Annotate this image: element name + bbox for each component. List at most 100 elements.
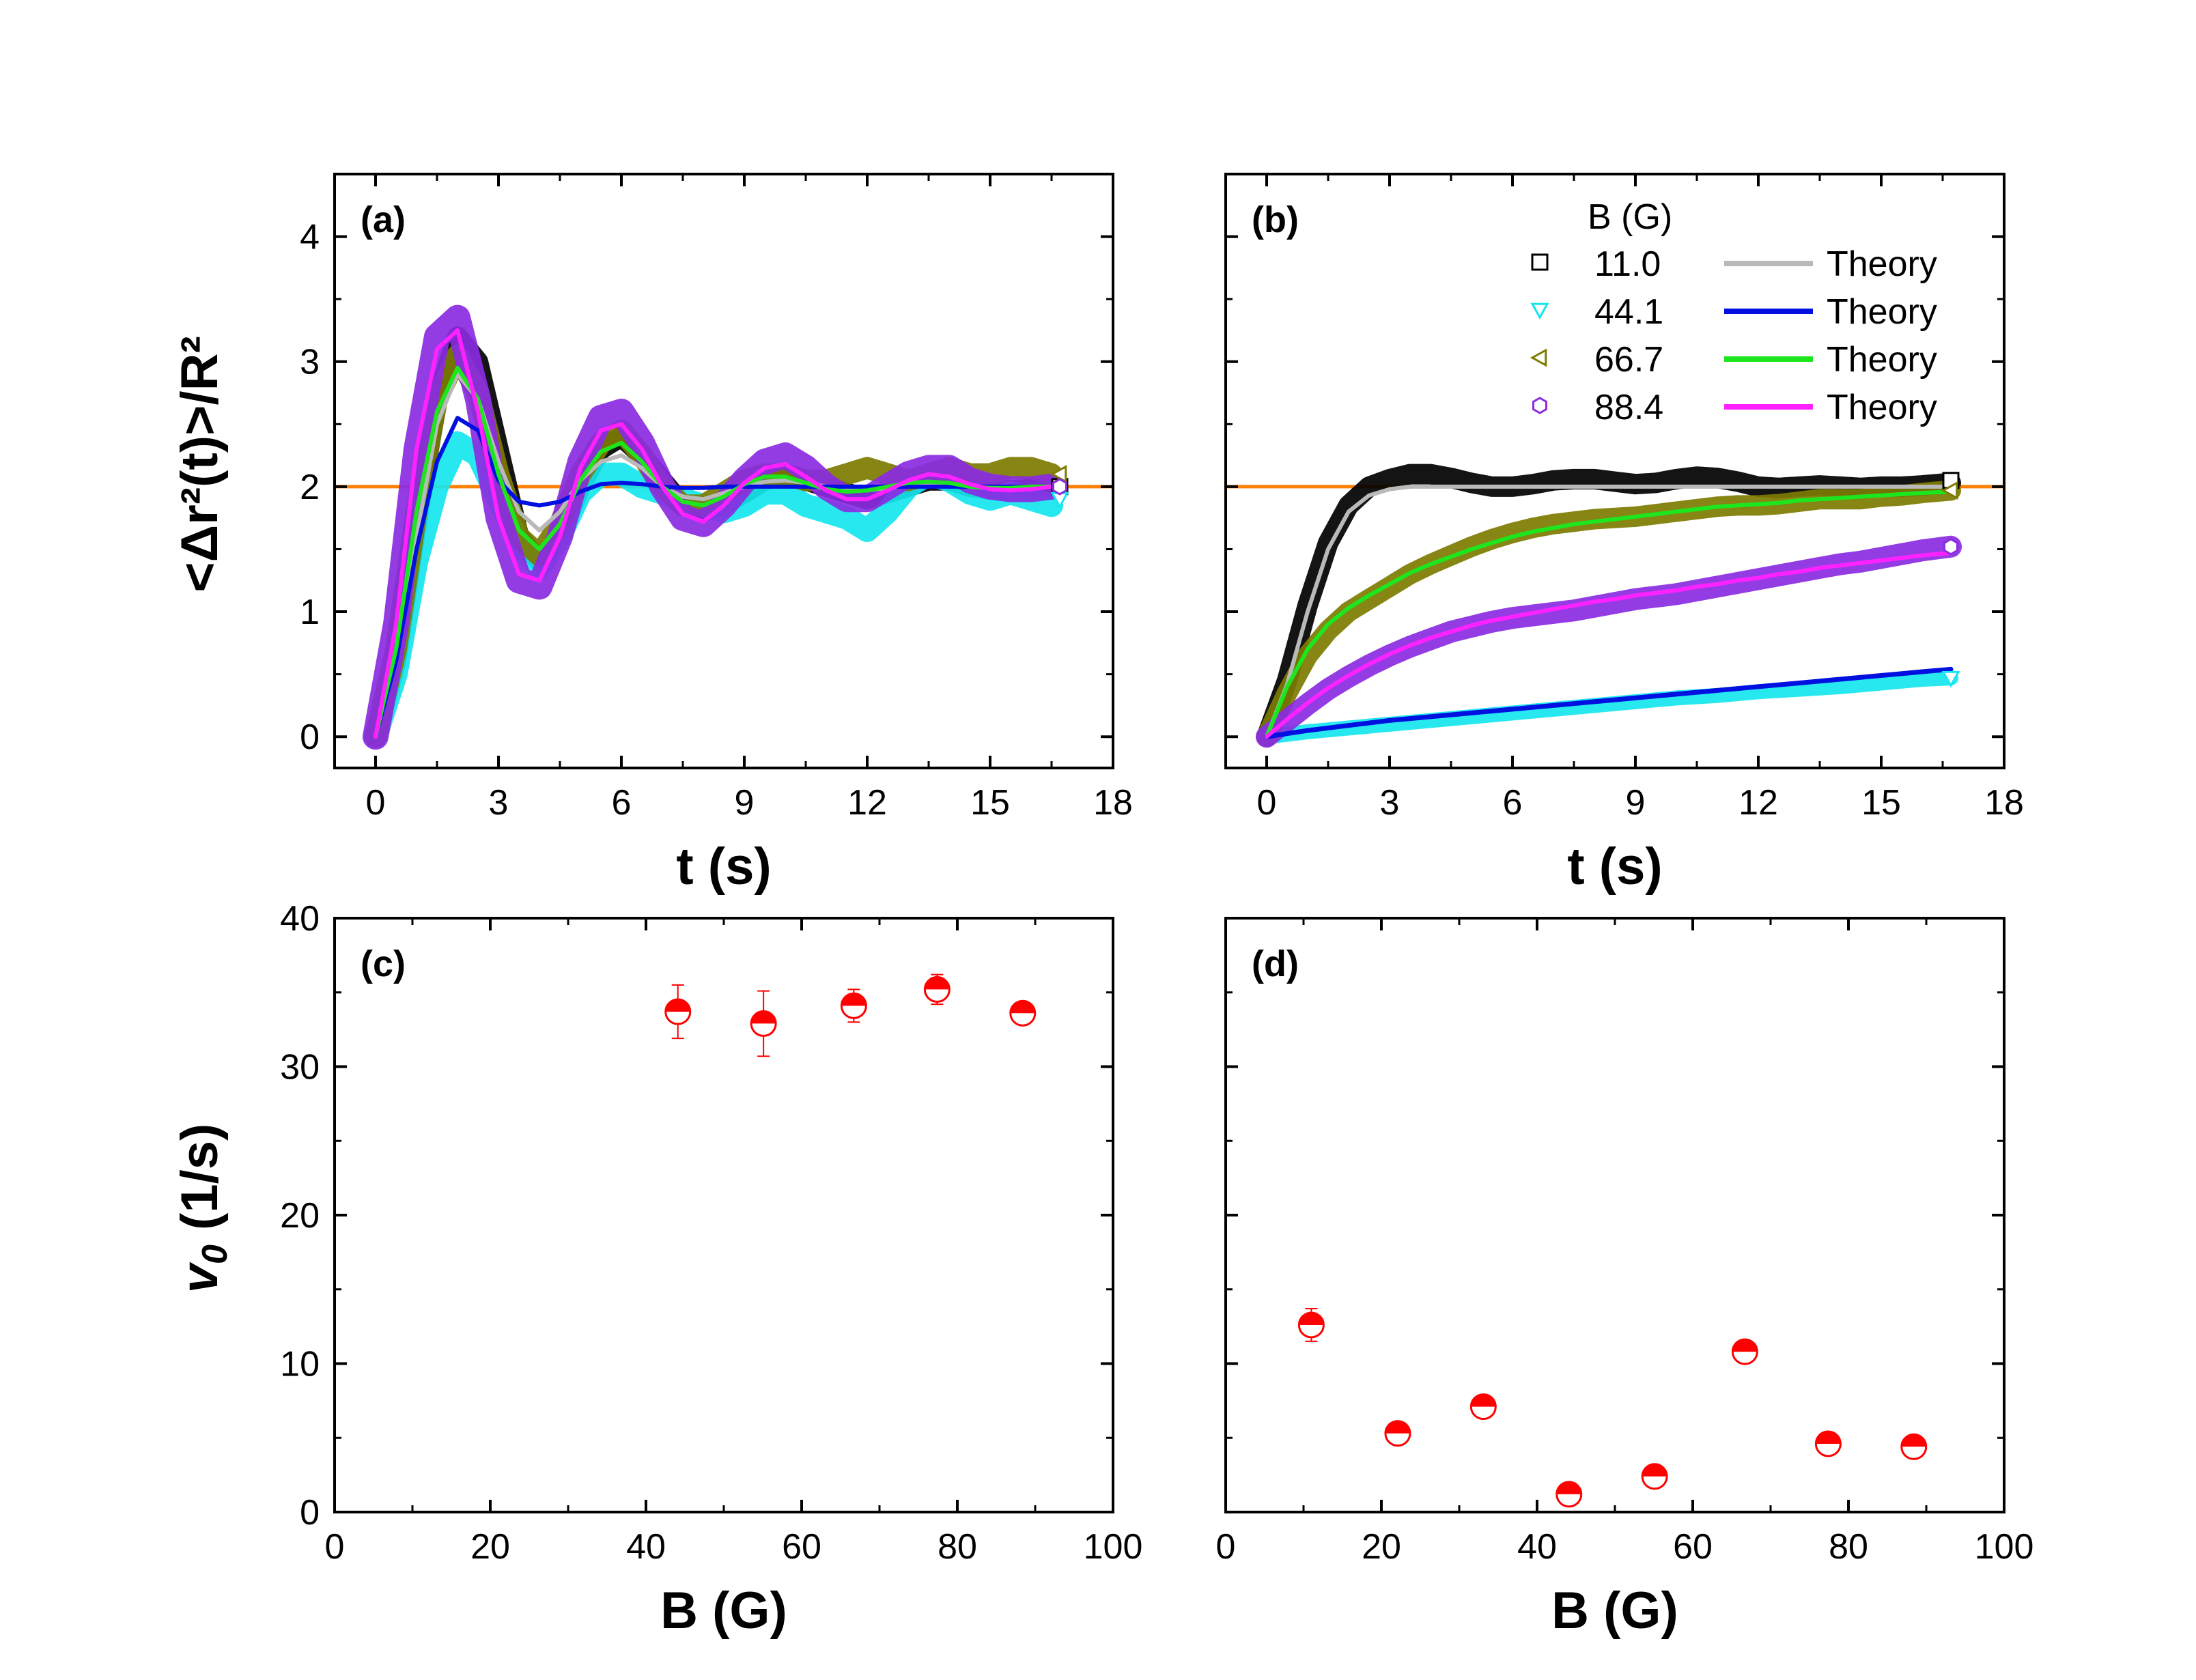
legend-label: Theory — [1827, 292, 1937, 332]
data-point — [1731, 1338, 1758, 1365]
plot-area — [335, 304, 1113, 750]
end-marker-triangle-left — [1941, 481, 1958, 500]
data-point — [1009, 999, 1037, 1027]
x-tick-label: 0 — [1216, 1527, 1236, 1567]
legend-entry: 11.0 Theory — [1531, 244, 1937, 284]
series-11-0-theory — [1265, 484, 1953, 739]
y-tick-label: 4 — [300, 218, 320, 257]
data-point — [1641, 1463, 1668, 1490]
point-marker-fill — [841, 993, 867, 1006]
panel-label: (d) — [1252, 943, 1299, 984]
legend-value: 88.4 — [1594, 388, 1663, 427]
legend-marker — [1532, 397, 1547, 414]
legend-value: 66.7 — [1594, 340, 1663, 380]
data-point — [1297, 1308, 1325, 1342]
bottom-y-axis-title-main: v — [171, 1262, 229, 1293]
x-tick-label: 18 — [1093, 783, 1133, 823]
data-point — [664, 984, 692, 1040]
data-point — [1900, 1433, 1928, 1460]
legend-title: B (G) — [1588, 197, 1672, 237]
top-y-axis-title: <Δr²(t)>/R² — [171, 336, 229, 593]
x-tick-label: 40 — [1517, 1527, 1557, 1567]
point-marker-fill — [1556, 1481, 1581, 1494]
legend-entry: 66.7 Theory — [1530, 340, 1937, 380]
y-tick-label: 0 — [300, 1493, 320, 1533]
x-tick-label: 100 — [1975, 1527, 2034, 1567]
legend-entry: 44.1 Theory — [1530, 292, 1937, 332]
data-point — [750, 990, 777, 1057]
y-tick-label: 10 — [280, 1345, 320, 1384]
plot-area — [1297, 1308, 1928, 1508]
end-marker-hexagon — [1943, 538, 1958, 556]
point-marker-fill — [1642, 1464, 1667, 1477]
x-tick-label: 12 — [847, 783, 887, 823]
x-axis-title: B (G) — [1551, 1582, 1678, 1640]
legend-label: Theory — [1827, 244, 1937, 284]
x-tick-label: 15 — [1861, 783, 1901, 823]
data-point — [1469, 1393, 1497, 1421]
panel-c: 0 20 40 60 80 100 0 10 20 30 40 (c) B (G) — [280, 899, 1142, 1640]
point-marker-fill — [1385, 1421, 1410, 1434]
series-88-4-theory — [1265, 551, 1953, 739]
point-marker-fill — [751, 1011, 776, 1024]
series-44-1-theory — [1264, 666, 1954, 739]
panel-label: (c) — [361, 943, 406, 984]
x-tick-label: 60 — [782, 1527, 821, 1567]
plot-area — [1226, 464, 2004, 748]
legend-marker — [1531, 253, 1549, 271]
bottom-y-axis-title-rest: (1/s) — [171, 1124, 229, 1244]
series-88-4-data — [363, 304, 1065, 750]
panel-frame — [333, 173, 1114, 769]
bottom-y-axis-title: v0 (1/s) — [171, 1124, 235, 1294]
panel-d: 0 20 40 60 80 100 (d) B (G) — [1216, 917, 2034, 1640]
point-marker-fill — [1901, 1434, 1926, 1447]
series-66-7-theory — [1265, 489, 1953, 739]
end-marker-triangle-down — [1941, 670, 1960, 688]
x-tick-label: 0 — [325, 1527, 345, 1567]
end-marker-triangle-left — [1050, 465, 1067, 484]
x-tick-label: 40 — [626, 1527, 666, 1567]
panel-frame — [333, 917, 1114, 1513]
x-tick-label: 18 — [1984, 783, 2024, 823]
x-tick-label: 6 — [1503, 783, 1523, 823]
panel-frame — [1224, 917, 2005, 1513]
end-marker-hexagon — [1052, 478, 1067, 496]
series-88-4-theory — [374, 328, 1054, 739]
series-44-1-data — [1259, 670, 1958, 745]
x-tick-label: 100 — [1084, 1527, 1143, 1567]
x-axis-title: t (s) — [1567, 838, 1662, 896]
panel-frame — [1224, 173, 2005, 769]
x-tick-label: 0 — [366, 783, 386, 823]
x-tick-label: 20 — [1362, 1527, 1401, 1567]
x-tick-label: 0 — [1257, 783, 1277, 823]
legend-marker — [1530, 348, 1547, 367]
x-tick-label: 9 — [735, 783, 755, 823]
y-tick-label: 30 — [280, 1048, 320, 1087]
y-tick-label: 40 — [280, 899, 320, 939]
point-marker-fill — [1010, 1001, 1035, 1014]
x-tick-label: 15 — [970, 783, 1010, 823]
data-point — [1814, 1430, 1842, 1457]
point-marker-fill — [1299, 1312, 1324, 1325]
data-point — [840, 988, 867, 1023]
point-marker-fill — [1816, 1431, 1841, 1444]
y-tick-label: 0 — [300, 717, 320, 757]
x-tick-label: 3 — [489, 783, 509, 823]
x-tick-label: 80 — [938, 1527, 977, 1567]
legend-value: 44.1 — [1594, 292, 1663, 332]
x-tick-label: 6 — [612, 783, 632, 823]
legend-entry: 88.4 Theory — [1532, 388, 1937, 427]
y-tick-label: 3 — [300, 343, 320, 382]
x-tick-label: 60 — [1673, 1527, 1713, 1567]
x-tick-label: 12 — [1738, 783, 1778, 823]
point-marker-fill — [925, 977, 950, 990]
x-tick-label: 20 — [470, 1527, 510, 1567]
legend-marker — [1530, 302, 1549, 320]
x-tick-label: 3 — [1380, 783, 1400, 823]
x-tick-label: 9 — [1626, 783, 1646, 823]
data-point — [1556, 1481, 1583, 1508]
point-marker-fill — [665, 999, 690, 1012]
x-axis-title: t (s) — [676, 838, 771, 896]
